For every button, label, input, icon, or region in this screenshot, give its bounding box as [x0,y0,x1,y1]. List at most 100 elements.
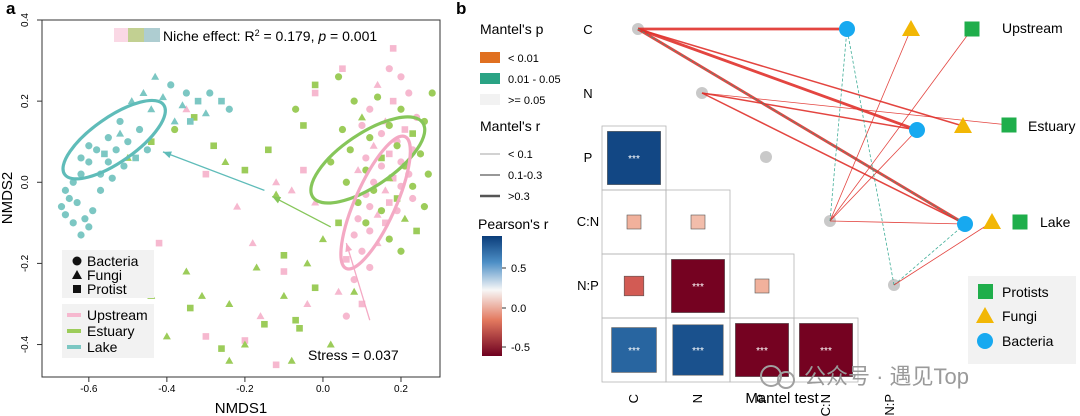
legend-lake-swatch [67,345,81,349]
data-point-estuary [409,182,417,190]
site-label: Estuary [1028,118,1075,134]
arrowhead-lake [162,151,172,159]
data-point-estuary [265,146,272,154]
data-point-upstream [373,210,382,218]
arrowhead-upstream [345,243,353,253]
data-point-upstream [311,198,320,206]
data-point-lake [108,174,116,182]
watermark-text: 公众号 · 遇见Top [804,364,969,389]
data-point-estuary [279,291,288,299]
mantel-r-label-gt03: >0.3 [508,191,530,203]
data-point-estuary [292,105,300,113]
wechat-icon-secondary [777,371,795,389]
data-point-estuary [385,121,393,130]
mantel-link [893,221,993,286]
data-point-estuary [385,235,393,243]
mantel-link [701,92,966,225]
row-label: N:P [577,278,599,293]
protist-node-icon [1012,214,1028,230]
data-point-upstream [287,186,296,194]
data-point-upstream [382,219,389,227]
data-point-estuary [326,340,335,348]
data-point-upstream [233,202,242,210]
data-point-estuary [280,251,288,259]
fungi-node-icon [954,117,972,133]
pearson-tick-label-pos: 0.5 [511,263,526,275]
x-tick-label: 0.0 [316,384,330,395]
data-point-upstream [366,227,374,235]
data-point-estuary [397,105,405,113]
significance-stars: *** [820,346,832,357]
data-point-upstream [377,129,386,138]
data-point-estuary [335,219,342,227]
significance-stars: *** [628,346,640,357]
data-point-upstream [385,65,393,73]
data-point-upstream [358,121,366,130]
pearson-title: Pearson's r [478,216,549,232]
row-label: P [584,150,593,165]
data-point-lake [116,117,124,126]
data-point-upstream [366,105,374,113]
correlation-tile [754,278,770,294]
data-point-estuary [413,227,420,235]
mantel-link [637,28,964,127]
ellipse-upstream [339,134,412,271]
data-point-estuary [409,130,416,137]
data-point-lake [104,158,112,166]
data-point-upstream [397,73,405,81]
mantel-r-label-lt01: < 0.1 [508,149,533,161]
data-point-estuary [366,134,374,142]
correlation-matrix: *** *** *** *** *** *** C N P C:N N:P C N P C:N N:P [577,22,900,416]
data-point-estuary [311,284,319,292]
data-point-lake [201,109,210,117]
protists-square-icon [978,284,993,299]
significance-stars: *** [628,154,640,165]
mantel-test-title: Mantel test [745,390,819,407]
data-point-lake [85,142,93,150]
data-point-lake [77,231,85,239]
data-point-estuary [338,125,347,134]
significance-stars: *** [692,346,704,357]
data-point-upstream [350,231,358,239]
data-point-estuary [424,170,432,178]
data-point-estuary [171,125,179,134]
data-point-upstream [405,89,413,97]
arrow-upstream [345,242,371,321]
data-point-estuary [190,114,198,121]
column-label: C:N [818,394,833,416]
x-tick-label: -0.6 [80,384,98,395]
correlation-tile [799,323,853,377]
fungi-node-icon [902,20,920,36]
taxa-nodes: Upstream Estuary Lake [839,20,1075,232]
data-point-lake [81,215,89,223]
mantel-p-title: Mantel's p [480,21,544,37]
legend-triangle-icon [72,270,82,279]
data-point-estuary [241,166,249,174]
mantel-link [701,92,1010,126]
data-point-lake [158,93,167,101]
data-point-lake [77,170,85,178]
data-point-estuary [346,146,354,154]
data-point-estuary [400,214,409,222]
data-point-estuary [362,219,370,227]
data-point-upstream [343,256,350,263]
data-point-lake [93,146,101,154]
data-point-lake [57,203,66,211]
data-point-upstream [389,45,397,52]
data-point-upstream [358,247,366,255]
mantel-link [829,28,973,222]
data-point-estuary [287,356,296,364]
legend-fungi-label: Fungi [1002,308,1037,324]
fungi-triangle-icon [976,307,994,323]
legend-circle-icon [72,256,82,266]
watermark: 公众号 · 遇见Top [760,364,969,389]
niche-effect-text: Niche effect: R2 = 0.179, p = 0.001 [163,28,377,44]
data-point-lake [182,89,190,97]
data-point-lake [89,207,97,215]
data-point-lake [112,146,120,154]
bacteria-node-icon [909,122,925,138]
nmds-frame [41,19,441,378]
nmds-plot: -0.6 -0.4 -0.2 0.0 0.2 -0.4 -0.2 0.0 0.2 0.4 Nich… [0,13,441,416]
mantel-p-label-lt001: < 0.01 [508,53,539,65]
data-point-estuary [311,81,319,89]
